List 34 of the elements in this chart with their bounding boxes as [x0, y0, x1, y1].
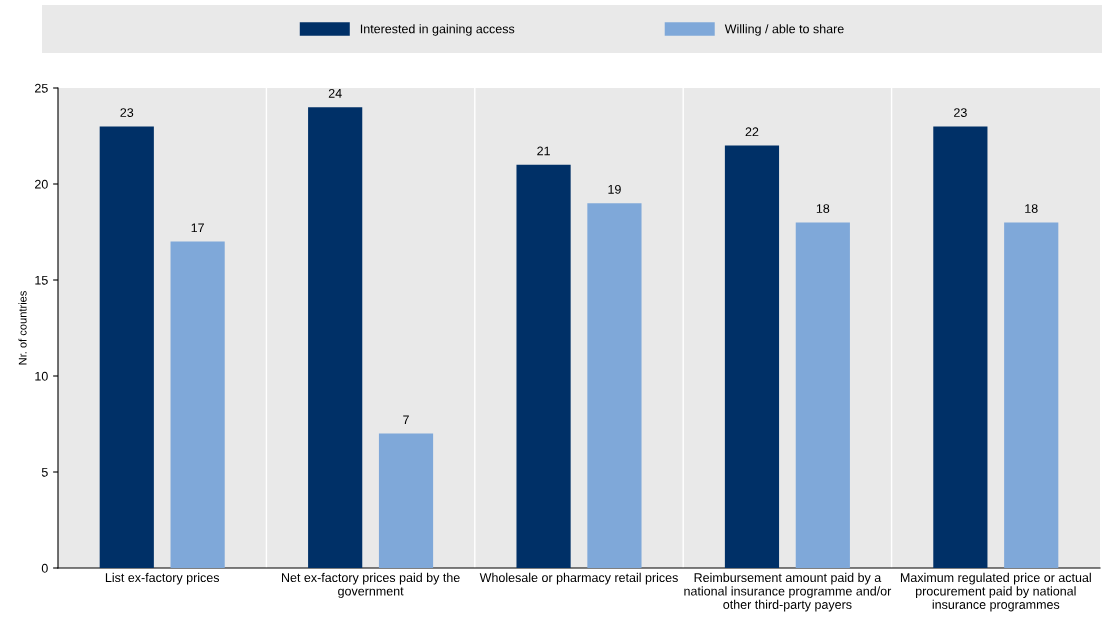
y-tick-label: 0: [41, 563, 48, 573]
bar: [933, 126, 988, 568]
data-label: 23: [954, 108, 967, 117]
y-tick-label: 10: [35, 371, 48, 381]
data-label: 22: [745, 127, 759, 137]
bar: [724, 145, 780, 568]
x-tick-label: Wholesale or pharmacy retail prices: [479, 572, 678, 585]
x-tick-label: List ex-factory prices: [105, 572, 220, 585]
x-tick-label: Net ex-factory prices paid by the government: [282, 572, 460, 598]
data-label: 24: [328, 88, 342, 98]
bar: [516, 164, 571, 568]
bar: [308, 107, 363, 568]
x-tick-label: Maximum regulated price or actual procurement paid by national insurance programmes: [900, 572, 1091, 612]
data-label: 21: [537, 146, 550, 156]
y-tick-label: 15: [35, 275, 48, 285]
bar: [795, 222, 850, 568]
bar: [99, 126, 154, 568]
legend-label: Willing / able to share: [724, 24, 844, 36]
bar: [170, 241, 225, 568]
data-label: 19: [608, 184, 621, 194]
data-label: 7: [403, 415, 409, 425]
x-tick-label: Reimbursement amount paid by a national insurance programme and/or other third-party payers: [684, 572, 892, 612]
y-tick-label: 25: [35, 83, 48, 93]
data-label: 23: [120, 108, 134, 117]
bar: [587, 203, 642, 568]
data-label: 18: [1025, 204, 1038, 213]
y-tick-label: 20: [35, 179, 48, 189]
bar: [378, 433, 434, 568]
data-label: 18: [816, 204, 830, 213]
bar: [1004, 222, 1059, 568]
data-label: 17: [191, 223, 204, 233]
y-axis-title: Nr. of countries: [18, 291, 27, 365]
legend-label: Interested in gaining access: [360, 24, 515, 36]
y-tick-label: 5: [41, 467, 48, 477]
